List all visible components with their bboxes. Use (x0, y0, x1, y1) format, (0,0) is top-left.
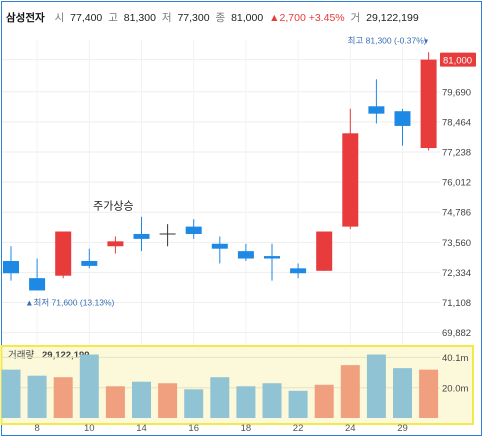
volume-bar (53, 377, 73, 418)
candle-body (211, 243, 228, 249)
candle-body (290, 268, 307, 274)
volume-bar (419, 369, 439, 418)
volume-bar (262, 383, 282, 418)
candle-body (55, 231, 72, 276)
low-price: 77,300 (177, 12, 210, 24)
candle-body (342, 133, 359, 227)
max-price-label: 최고 81,300 (-0.37%) (348, 35, 427, 45)
high-label: 고 (108, 12, 118, 24)
candle-body (237, 251, 254, 259)
price-tick-label: 79,690 (442, 87, 471, 98)
candle-body (316, 231, 333, 271)
volume-bar (393, 368, 412, 418)
volume-tick-label: 40.1m (442, 353, 468, 364)
volume-tick-label: 20.0m (442, 383, 468, 394)
candle-body (394, 111, 411, 126)
open-price: 77,400 (70, 12, 103, 24)
max-price-arrow: ▼ (423, 38, 430, 45)
date-tick-label: 29 (397, 423, 408, 434)
date-tick-label: 16 (188, 423, 199, 434)
volume-title: 거래량 (8, 349, 34, 361)
candle-body (368, 106, 385, 114)
current-price-badge (440, 52, 476, 67)
price-change: ▲2,700 +3.45% (269, 12, 345, 24)
volume-bar (158, 383, 178, 418)
volume-value: 29,122,199 (42, 350, 90, 361)
price-annotation: 주가상승 (93, 199, 133, 212)
date-tick-label: 18 (241, 423, 252, 434)
volume-bar (340, 365, 360, 418)
date-tick-label: 10 (84, 423, 95, 434)
volume-bar (105, 386, 125, 418)
candle-body (3, 260, 19, 274)
date-tick-label: 22 (293, 423, 304, 434)
date-tick-label: 8 (34, 423, 39, 434)
volume-bar (236, 386, 256, 418)
price-tick-label: 71,108 (442, 298, 471, 309)
low-label: 저 (161, 12, 172, 24)
stock-header: 삼성전자 시 77,400 고 81,300 저 77,300 종 81,000… (6, 10, 422, 26)
current-price-label: 81,000 (443, 56, 472, 67)
price-tick-label: 78,464 (442, 117, 471, 128)
candle-body (420, 59, 437, 149)
price-tick-label: 69,882 (442, 328, 471, 339)
price-tick-label: 77,238 (442, 148, 471, 159)
high-price: 81,300 (123, 12, 156, 24)
price-tick-label: 73,560 (442, 238, 471, 249)
price-tick-label: 74,786 (442, 208, 471, 219)
volume-bar (184, 389, 204, 418)
open-label: 시 (54, 12, 65, 24)
candle-body (29, 278, 46, 291)
volume-bar (1, 369, 21, 418)
volume-bar (366, 354, 386, 418)
volume-bar (79, 354, 99, 418)
candle-body (264, 256, 280, 259)
stock-name: 삼성전자 (6, 12, 45, 24)
volume-bar (27, 375, 47, 418)
volume-label: 거 (350, 12, 361, 24)
min-price-label: ▲최저 71,600 (13.13%) (25, 297, 114, 307)
price-tick-label: 76,012 (442, 178, 471, 189)
price-tick-label: 72,334 (442, 268, 471, 279)
candle-body (81, 260, 98, 266)
close-price: 81,000 (231, 12, 264, 24)
volume-bar (132, 381, 151, 418)
volume-total: 29,122,199 (366, 12, 419, 24)
candle-body (133, 233, 150, 239)
volume-bar (210, 377, 230, 418)
date-tick-label: 14 (136, 423, 147, 434)
candle-body (185, 226, 202, 234)
volume-bar (288, 390, 308, 418)
date-tick-label: 24 (345, 423, 356, 434)
close-label: 종 (215, 12, 226, 24)
candle-body (107, 241, 124, 247)
volume-bar (314, 384, 334, 418)
